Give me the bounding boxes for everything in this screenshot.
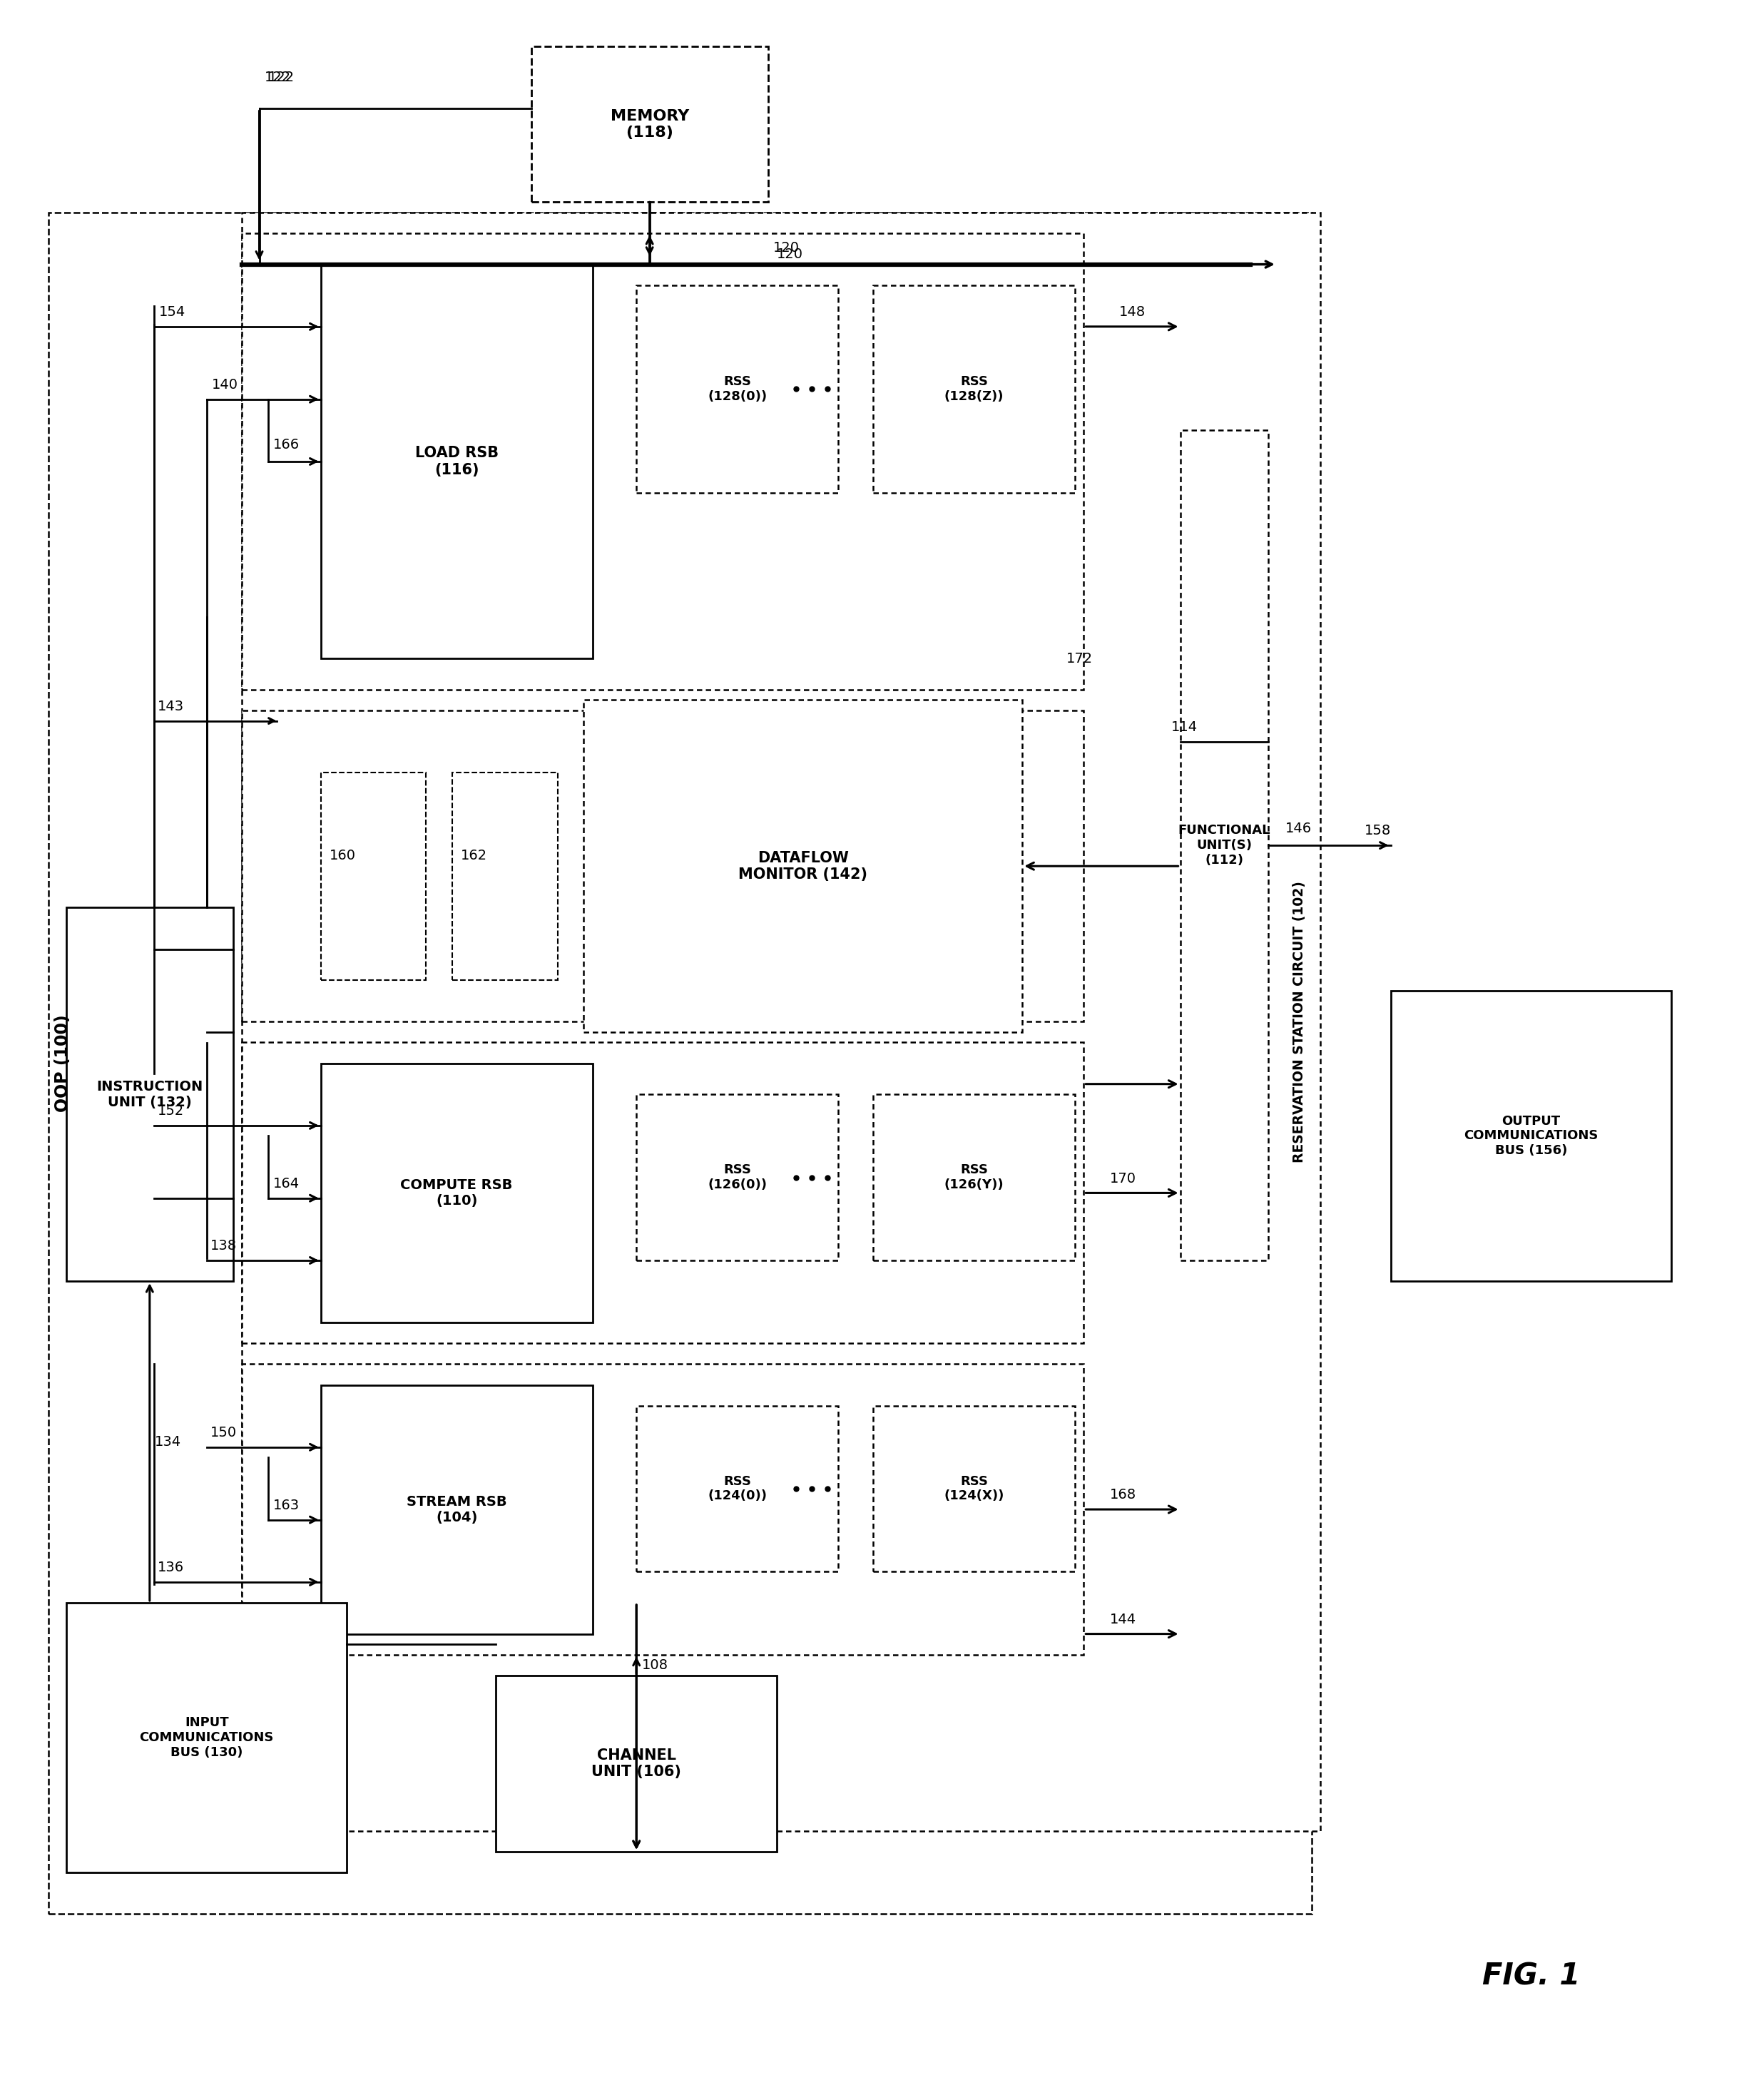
Bar xyxy=(873,1095,1074,1261)
Text: MEMORY
(118): MEMORY (118) xyxy=(610,108,690,140)
Bar xyxy=(67,907,233,1280)
Text: 168: 168 xyxy=(1110,1489,1136,1501)
Text: 114: 114 xyxy=(1171,719,1198,734)
Text: 108: 108 xyxy=(642,1658,669,1672)
Text: 150: 150 xyxy=(210,1426,236,1439)
Text: 140: 140 xyxy=(212,377,238,392)
Text: 170: 170 xyxy=(1110,1172,1136,1184)
Bar xyxy=(1390,990,1671,1280)
Text: OUTPUT
COMMUNICATIONS
BUS (156): OUTPUT COMMUNICATIONS BUS (156) xyxy=(1464,1115,1598,1157)
Text: FUNCTIONAL
UNIT(S)
(112): FUNCTIONAL UNIT(S) (112) xyxy=(1178,824,1270,867)
Bar xyxy=(321,774,425,980)
Text: 136: 136 xyxy=(157,1562,183,1574)
Bar xyxy=(531,46,767,202)
Text: 152: 152 xyxy=(157,1105,183,1118)
Text: RSS
(128(0)): RSS (128(0)) xyxy=(707,375,767,402)
Text: 162: 162 xyxy=(460,849,487,863)
Text: 146: 146 xyxy=(1286,821,1312,836)
Text: RSS
(126(Y)): RSS (126(Y)) xyxy=(944,1163,1004,1191)
Text: RSS
(126(0)): RSS (126(0)) xyxy=(707,1163,767,1191)
Text: 160: 160 xyxy=(330,849,356,863)
Text: 122: 122 xyxy=(265,71,291,83)
Text: 166: 166 xyxy=(273,438,300,452)
Text: 164: 164 xyxy=(273,1176,300,1191)
Bar xyxy=(242,1042,1083,1343)
Bar xyxy=(242,234,1083,690)
Text: 163: 163 xyxy=(273,1499,300,1512)
Text: 158: 158 xyxy=(1364,824,1392,838)
Bar xyxy=(637,286,838,492)
Text: 143: 143 xyxy=(157,701,183,713)
Text: LOAD RSB
(116): LOAD RSB (116) xyxy=(415,446,499,477)
Bar xyxy=(873,286,1074,492)
Text: RESERVATION STATION CIRCUIT (102): RESERVATION STATION CIRCUIT (102) xyxy=(1293,882,1307,1163)
Text: 148: 148 xyxy=(1118,304,1145,319)
Text: STREAM RSB
(104): STREAM RSB (104) xyxy=(406,1495,506,1524)
Bar xyxy=(452,774,557,980)
Text: 134: 134 xyxy=(155,1434,182,1449)
Bar xyxy=(67,1603,348,1872)
Text: 144: 144 xyxy=(1110,1612,1136,1626)
Text: 154: 154 xyxy=(159,304,185,319)
Bar xyxy=(242,1364,1083,1655)
Text: 138: 138 xyxy=(210,1238,236,1253)
Text: 122: 122 xyxy=(268,71,295,83)
Bar xyxy=(242,213,1321,1831)
Bar xyxy=(584,701,1023,1032)
Bar xyxy=(49,213,1312,1914)
Bar xyxy=(873,1405,1074,1572)
Text: CHANNEL
UNIT (106): CHANNEL UNIT (106) xyxy=(591,1747,681,1779)
Bar xyxy=(321,265,593,659)
Text: COMPUTE RSB
(110): COMPUTE RSB (110) xyxy=(400,1178,513,1207)
Text: RSS
(124(0)): RSS (124(0)) xyxy=(707,1474,767,1503)
Bar xyxy=(321,1384,593,1635)
Bar xyxy=(637,1405,838,1572)
Text: INPUT
COMMUNICATIONS
BUS (130): INPUT COMMUNICATIONS BUS (130) xyxy=(139,1716,273,1760)
Text: RSS
(128(Z)): RSS (128(Z)) xyxy=(944,375,1004,402)
Text: FIG. 1: FIG. 1 xyxy=(1482,1962,1581,1991)
Text: OOP (100): OOP (100) xyxy=(55,1015,71,1111)
Text: 120: 120 xyxy=(773,242,799,254)
Text: DATAFLOW
MONITOR (142): DATAFLOW MONITOR (142) xyxy=(739,851,868,882)
Bar xyxy=(496,1676,776,1851)
Bar xyxy=(637,1095,838,1261)
Bar xyxy=(242,711,1083,1022)
Text: INSTRUCTION
UNIT (132): INSTRUCTION UNIT (132) xyxy=(97,1080,203,1109)
Text: 120: 120 xyxy=(776,248,803,261)
Text: RSS
(124(X)): RSS (124(X)) xyxy=(944,1474,1004,1503)
Bar xyxy=(1180,430,1268,1261)
Bar xyxy=(321,1063,593,1322)
Text: 172: 172 xyxy=(1065,653,1092,665)
